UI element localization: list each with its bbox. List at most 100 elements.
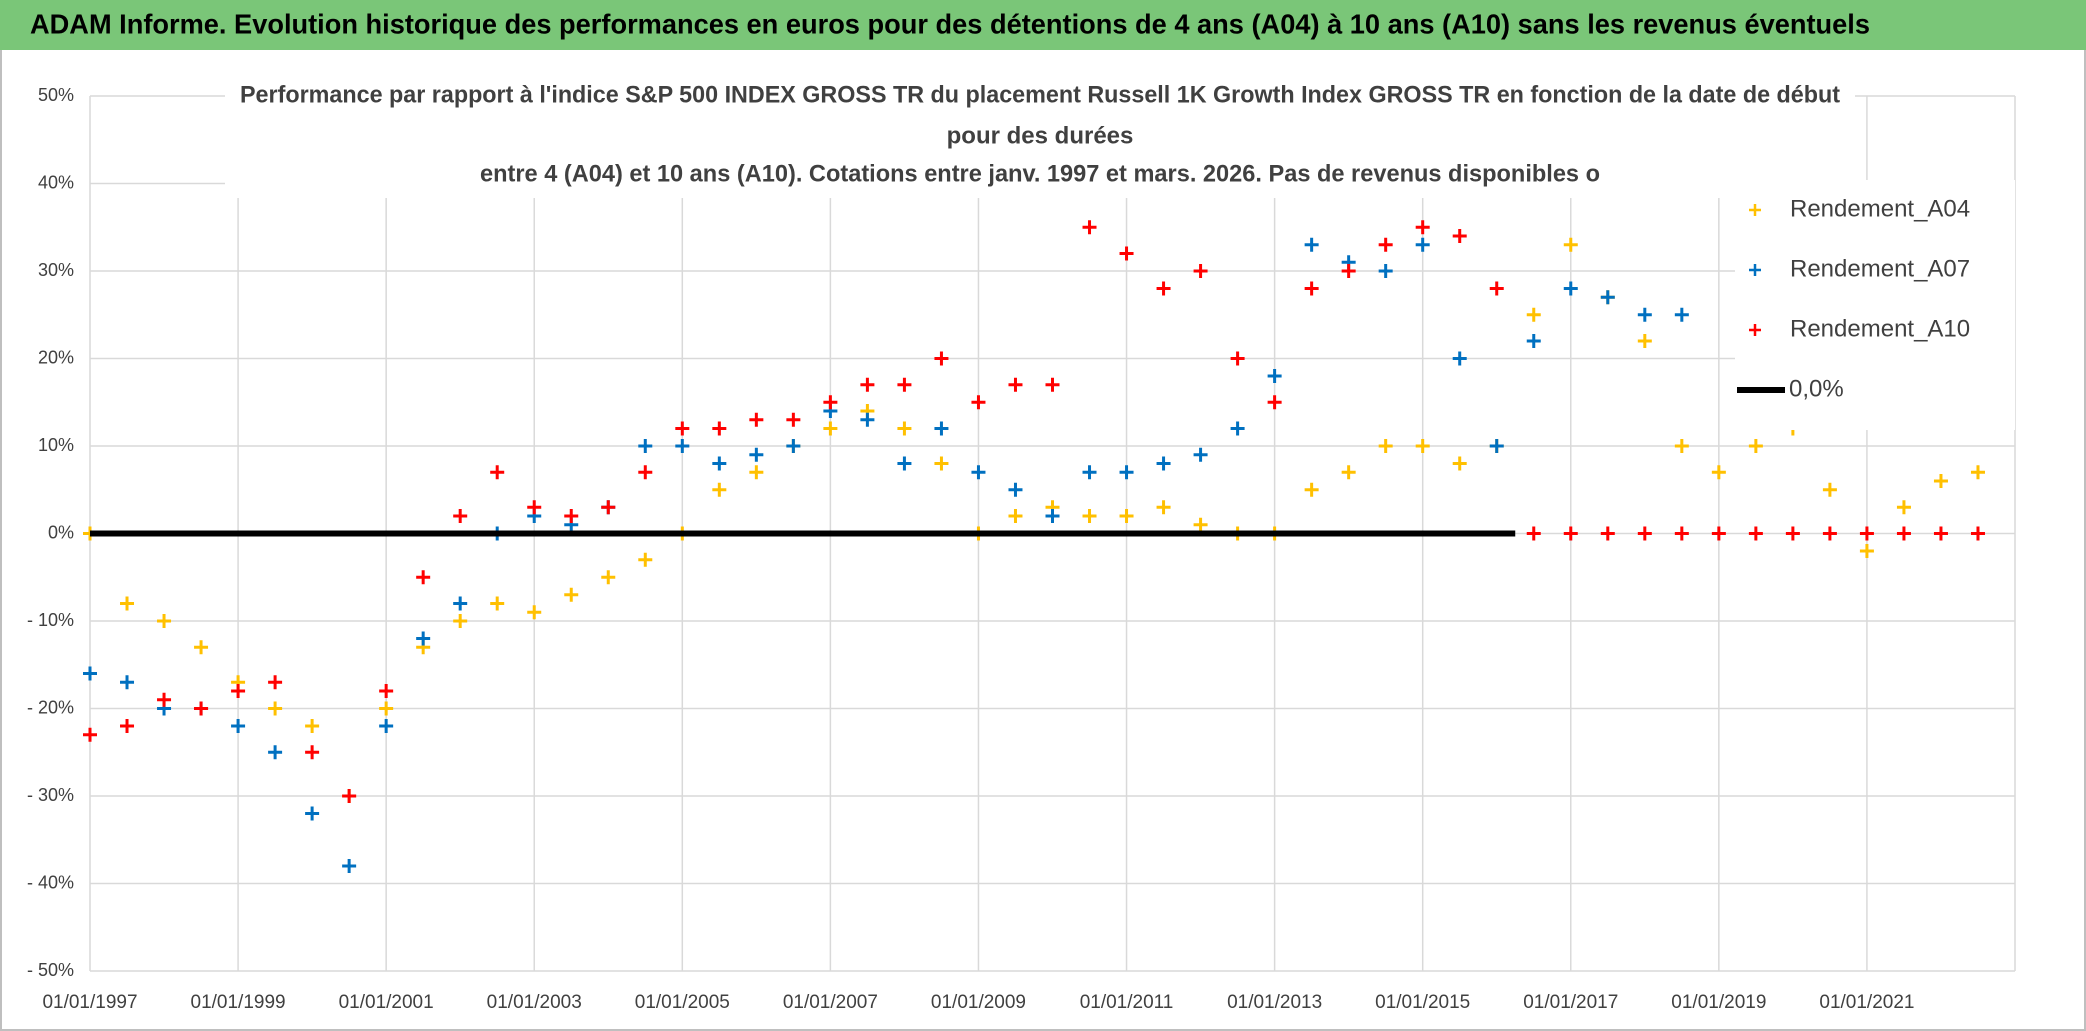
point — [1711, 465, 1726, 480]
point — [83, 727, 97, 742]
chart-title: Performance par rapport à l'indice S&P 5… — [240, 81, 1840, 108]
x-tick-label: 01/01/2005 — [635, 992, 730, 1013]
point — [1637, 526, 1652, 541]
point — [1267, 369, 1282, 383]
legend-swatch — [1749, 204, 1761, 216]
point — [1933, 526, 1948, 541]
point — [342, 789, 357, 803]
point — [1156, 456, 1171, 471]
chart-title: pour des durées — [947, 122, 1134, 149]
point — [638, 552, 653, 567]
point — [712, 482, 727, 497]
point — [1193, 447, 1208, 462]
point — [157, 614, 172, 628]
point — [1045, 509, 1060, 523]
point — [1378, 237, 1393, 252]
point — [1526, 307, 1541, 322]
point — [194, 640, 209, 655]
point — [1970, 465, 1985, 480]
point — [1119, 465, 1134, 480]
point — [83, 666, 97, 681]
point — [971, 465, 986, 480]
point — [1563, 281, 1578, 296]
point — [786, 412, 801, 427]
x-tick-label: 01/01/1997 — [42, 992, 137, 1013]
point — [1119, 246, 1134, 261]
point — [1045, 377, 1060, 392]
point — [564, 509, 579, 523]
point — [1674, 307, 1689, 322]
point — [823, 395, 838, 410]
point — [231, 719, 246, 733]
point — [379, 719, 394, 733]
point — [1452, 229, 1467, 243]
point — [638, 439, 653, 453]
point — [564, 587, 579, 602]
x-tick-label: 01/01/2013 — [1227, 992, 1322, 1013]
point — [1600, 526, 1615, 541]
point — [1970, 526, 1985, 541]
point — [1489, 439, 1504, 453]
point — [934, 421, 949, 436]
point — [675, 421, 690, 436]
y-tick-label: 30% — [38, 260, 74, 280]
point — [1415, 220, 1430, 235]
point — [934, 351, 949, 366]
point — [1637, 307, 1652, 322]
point — [1378, 439, 1393, 453]
point — [1304, 482, 1319, 497]
point — [194, 701, 209, 716]
point — [934, 456, 949, 471]
point — [453, 614, 468, 628]
x-tick-label: 01/01/2021 — [1819, 992, 1914, 1013]
point — [490, 596, 505, 611]
point — [453, 596, 468, 611]
x-tick-label: 01/01/2015 — [1375, 992, 1470, 1013]
legend-label: Rendement_A04 — [1790, 195, 1970, 222]
chart-title: entre 4 (A04) et 10 ans (A10). Cotations… — [480, 160, 1600, 187]
point — [1415, 237, 1430, 252]
x-tick-label: 01/01/2003 — [487, 992, 582, 1013]
point — [1008, 377, 1023, 392]
point — [1748, 439, 1763, 453]
y-tick-label: - 20% — [27, 697, 74, 717]
legend-label: 0,0% — [1789, 375, 1844, 402]
point — [897, 456, 912, 471]
point — [268, 745, 283, 760]
y-tick-label: 40% — [38, 172, 74, 192]
point — [527, 605, 542, 620]
point — [379, 684, 394, 698]
point — [749, 447, 764, 462]
point — [305, 806, 320, 821]
point — [1415, 439, 1430, 453]
point — [1082, 465, 1097, 480]
point — [749, 465, 764, 480]
point — [305, 719, 320, 733]
legend-swatch — [1749, 324, 1761, 336]
point — [897, 377, 912, 392]
y-tick-label: - 40% — [27, 872, 74, 892]
y-tick-label: 10% — [38, 435, 74, 455]
point — [823, 421, 838, 436]
point — [1600, 290, 1615, 305]
legend-swatch — [1749, 264, 1761, 276]
point — [1304, 237, 1319, 252]
point — [342, 859, 357, 873]
point — [601, 570, 616, 585]
point — [1452, 456, 1467, 471]
point — [305, 745, 320, 760]
y-tick-label: - 50% — [27, 960, 74, 980]
point — [860, 412, 875, 427]
point — [1859, 544, 1874, 558]
point — [1896, 526, 1911, 541]
point — [712, 421, 727, 436]
point — [120, 719, 135, 733]
point — [749, 412, 764, 427]
y-tick-label: 20% — [38, 347, 74, 367]
y-tick-label: - 30% — [27, 785, 74, 805]
point — [1119, 509, 1134, 523]
point — [1082, 220, 1097, 235]
point — [1822, 482, 1837, 497]
point — [490, 465, 505, 480]
point — [1896, 500, 1911, 515]
